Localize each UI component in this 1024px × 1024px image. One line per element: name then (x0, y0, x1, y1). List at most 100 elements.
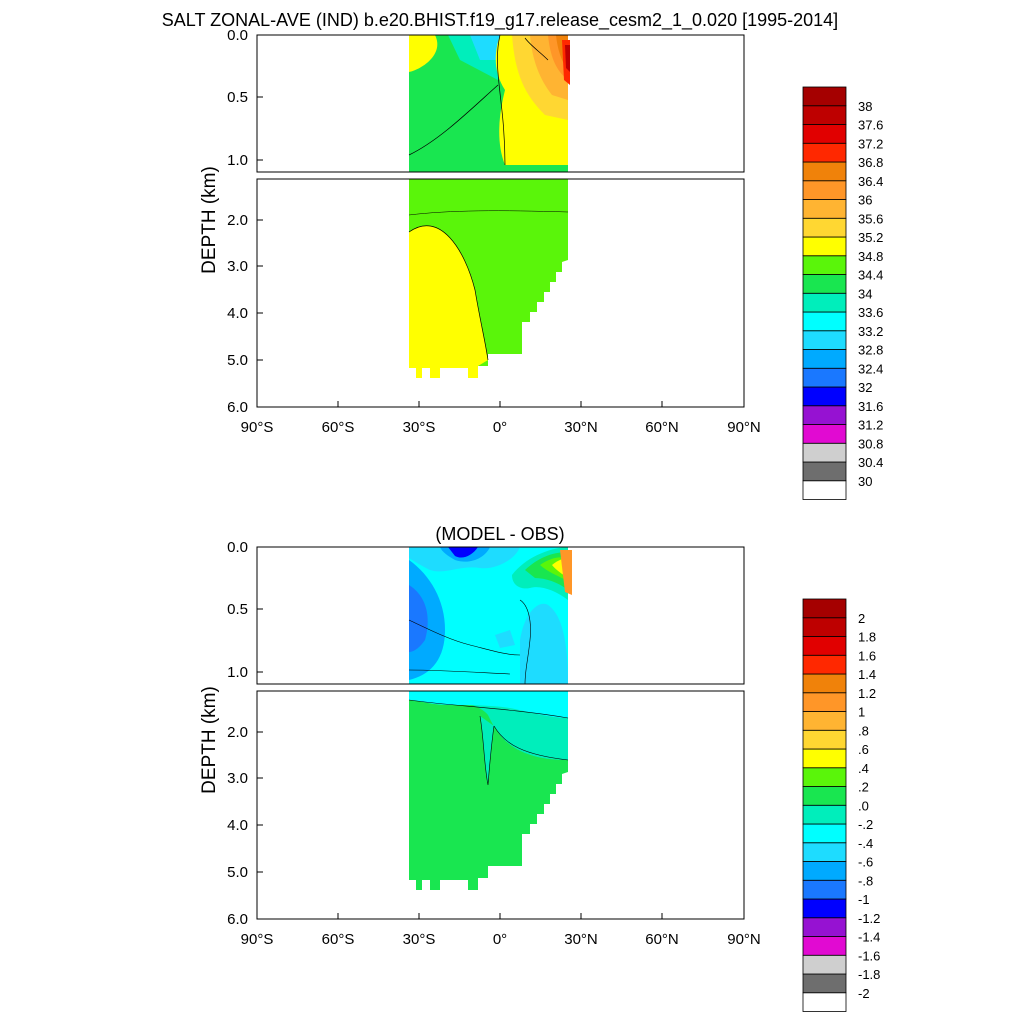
colorbar-level-label: 1.4 (858, 667, 876, 682)
colorbar-swatch (802, 879, 847, 900)
bottom-y-tick-labels: 0.0 0.5 1.0 2.0 3.0 4.0 5.0 6.0 (227, 539, 248, 928)
top-x-tick-labels: 90°S 60°S 30°S 0° 30°N 60°N 90°N (241, 419, 761, 436)
x-tick-label: 30°S (403, 931, 436, 948)
colorbar-level-label: .6 (858, 742, 869, 757)
colorbar-swatch (802, 292, 847, 313)
colorbar-swatch (802, 861, 847, 881)
colorbar-level-label: 32 (858, 380, 872, 395)
colorbar-level-label: 1.8 (858, 630, 876, 645)
colorbar-swatch (802, 898, 847, 919)
colorbar-level-label: -1 (858, 892, 870, 907)
colorbar-level-label: 2 (858, 611, 865, 626)
colorbar-level-label: -1.6 (858, 948, 880, 963)
colorbar-swatch (802, 161, 847, 182)
y-tick-label: 4.0 (227, 817, 248, 834)
x-tick-label: 30°N (564, 931, 598, 948)
colorbar-level-label: 31.6 (858, 399, 883, 414)
colorbar-swatch (802, 124, 847, 144)
colorbar-level-label: .4 (858, 761, 869, 776)
colorbar-swatch (802, 442, 847, 463)
colorbar-level-label: 31.2 (858, 418, 883, 433)
colorbar-swatch (802, 936, 847, 956)
colorbar-level-label: 36.4 (858, 174, 883, 189)
colorbar-level-label: 30.8 (858, 436, 883, 451)
bottom-y-ticks (257, 546, 263, 920)
colorbar-swatch (802, 748, 847, 769)
diff-title: (MODEL - OBS) (435, 524, 564, 544)
colorbar-swatch (802, 692, 847, 712)
colorbar-difference: -2 -1.8 -1.6 -1.4 -1.2 -1 -.8 -.6 -.4 -.2 .0 .2 .4 .6… (802, 598, 880, 1012)
colorbar-swatch (802, 142, 847, 163)
colorbar-level-label: 33.6 (858, 305, 883, 320)
colorbar-swatch (802, 199, 847, 219)
colorbar-swatch (802, 424, 847, 444)
colorbar-swatch (802, 217, 847, 238)
x-tick-label: 60°S (322, 419, 355, 436)
colorbar-swatch (802, 349, 847, 369)
y-tick-label: 2.0 (227, 212, 248, 229)
top-x-ticks (256, 401, 745, 407)
bottom-lower-field (408, 691, 569, 919)
colorbar-level-label: 34.8 (858, 249, 883, 264)
colorbar-swatch (802, 804, 847, 825)
top-y-tick-labels: 0.0 0.5 1.0 2.0 3.0 4.0 5.0 6.0 (227, 27, 248, 416)
colorbar-level-label: 35.2 (858, 230, 883, 245)
y-tick-label: 6.0 (227, 911, 248, 928)
colorbar-swatch (802, 842, 847, 862)
colorbar-level-label: .8 (858, 723, 869, 738)
chart-title: SALT ZONAL-AVE (IND) b.e20.BHIST.f19_g17… (162, 10, 838, 31)
colorbar-level-label: 36.8 (858, 155, 883, 170)
colorbar-level-label: .0 (858, 798, 869, 813)
colorbar-swatch (802, 461, 847, 482)
colorbar-swatch (802, 617, 847, 637)
colorbar-level-label: 32.8 (858, 343, 883, 358)
colorbar-swatch (802, 992, 847, 1012)
colorbar-level-label: -1.2 (858, 911, 880, 926)
y-tick-label: 5.0 (227, 864, 248, 881)
colorbar-level-label: -2 (858, 986, 870, 1001)
bottom-x-tick-labels: 90°S 60°S 30°S 0° 30°N 60°N 90°N (241, 931, 761, 948)
colorbar-level-label: 32.4 (858, 361, 883, 376)
y-tick-label: 1.0 (227, 152, 248, 169)
x-tick-label: 60°N (645, 931, 679, 948)
colorbar-level-label: 36 (858, 193, 872, 208)
colorbar-level-label: -.6 (858, 855, 873, 870)
colorbar-swatch (802, 729, 847, 750)
colorbar-level-label: 34.4 (858, 268, 883, 283)
colorbar-swatch (802, 954, 847, 975)
colorbar-swatch (802, 598, 847, 619)
colorbar-swatch (802, 405, 847, 425)
y-tick-label: 6.0 (227, 399, 248, 416)
colorbar-salinity: 30 30.4 30.8 31.2 31.6 32 32.4 32.8 33.2 33.6 34 34… (802, 86, 883, 500)
y-tick-label: 0.0 (227, 539, 248, 556)
colorbar-level-label: 35.6 (858, 211, 883, 226)
colorbar-swatch (802, 105, 847, 125)
colorbar-swatch (802, 255, 847, 275)
colorbar-level-label: 30.4 (858, 455, 883, 470)
colorbar-level-label: 37.2 (858, 136, 883, 151)
colorbar-level-label: 30 (858, 474, 872, 489)
colorbar-swatch (802, 823, 847, 844)
bottom-x-ticks (256, 913, 745, 919)
y-tick-label: 0.0 (227, 27, 248, 44)
y-axis-label: DEPTH (km) (199, 166, 220, 274)
colorbar-level-label: -1.8 (858, 967, 880, 982)
x-tick-label: 90°N (727, 419, 761, 436)
x-tick-label: 90°S (241, 419, 274, 436)
y-tick-label: 5.0 (227, 352, 248, 369)
x-tick-label: 60°N (645, 419, 679, 436)
colorbar-swatch (802, 786, 847, 806)
colorbar-swatch (802, 386, 847, 407)
x-tick-label: 0° (493, 419, 507, 436)
colorbar-swatch (802, 311, 847, 332)
colorbar-swatch (802, 480, 847, 500)
colorbar-swatch (802, 236, 847, 257)
colorbar-level-label: 37.6 (858, 118, 883, 133)
top-upper-field (408, 34, 570, 172)
x-tick-label: 0° (493, 931, 507, 948)
colorbar-swatch (802, 636, 847, 656)
y-tick-label: 2.0 (227, 724, 248, 741)
colorbar-level-label: 1.6 (858, 648, 876, 663)
colorbar-swatch (802, 673, 847, 694)
y-tick-label: 0.5 (227, 601, 248, 618)
